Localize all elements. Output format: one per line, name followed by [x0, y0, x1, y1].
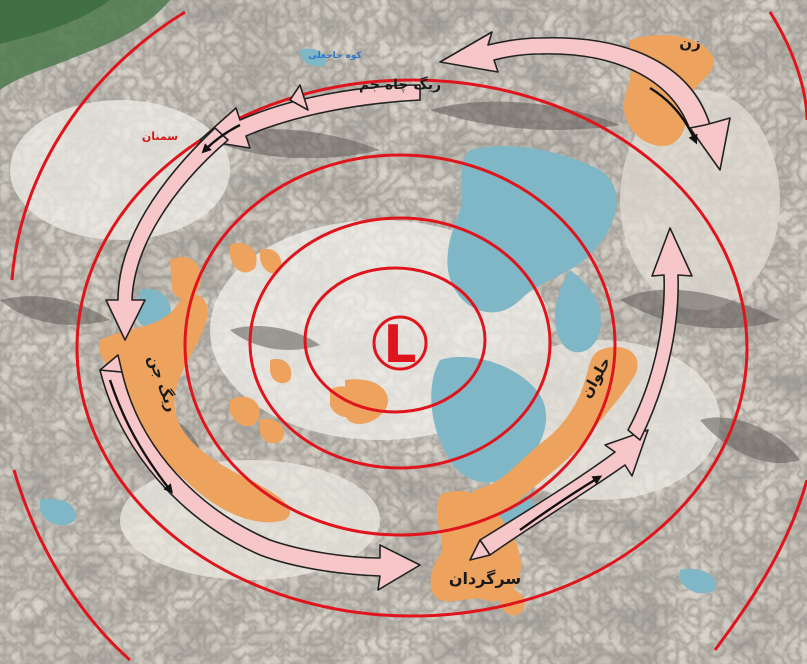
isobar-outer-left — [10, 10, 186, 281]
wind-arrow-southeast — [479, 429, 649, 556]
label-kuh-hajaleh: کوه حاجعلی — [308, 51, 362, 61]
wind-arrow-east — [627, 227, 693, 441]
isobars — [10, 10, 807, 662]
label-rig-chah-jam: ریگ چاه جم — [359, 76, 441, 93]
isobar-outer-bottom-left — [12, 469, 131, 662]
isobar-5 — [75, 78, 749, 618]
label-zan: زن — [679, 34, 700, 52]
wind-arrow-north — [439, 31, 711, 131]
isobar-4 — [183, 153, 617, 537]
dune-halvan — [466, 346, 638, 516]
wind-arrows — [99, 31, 731, 591]
wind-arrow-northwest — [199, 84, 421, 149]
isobar-3 — [248, 216, 552, 470]
wind-arrow-west — [105, 127, 229, 341]
dune-rig-jenn — [99, 294, 291, 523]
wind-arrow-southwest — [99, 369, 421, 591]
isobar-center — [372, 315, 428, 371]
flow-lines — [108, 86, 698, 531]
label-semnan: سمنان — [142, 130, 178, 143]
label-sargardan: سرگردان — [449, 569, 521, 588]
isobar-2 — [303, 266, 487, 414]
wind-arrow-northeast-head — [689, 117, 731, 171]
low-pressure-symbol: L — [383, 315, 416, 375]
isobar-outer-bottom-right — [713, 479, 807, 651]
dune-sargardan — [430, 490, 521, 602]
